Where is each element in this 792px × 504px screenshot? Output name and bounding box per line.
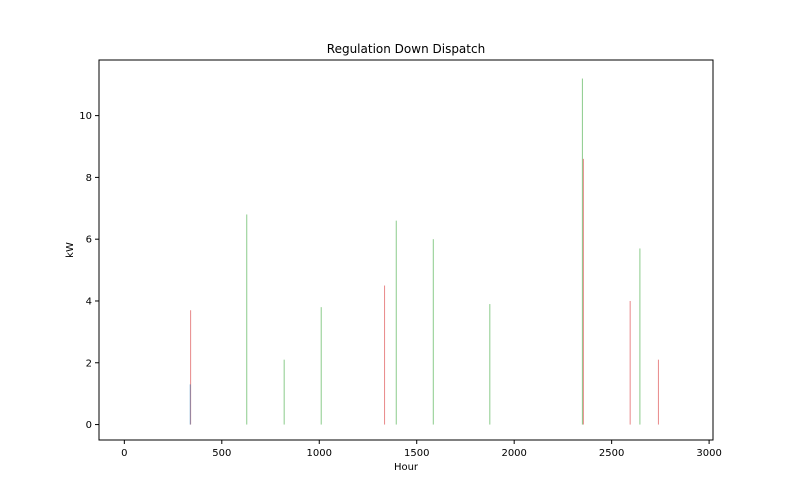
bar-s0-4 xyxy=(432,239,434,425)
chart-title: Regulation Down Dispatch xyxy=(327,42,485,56)
x-tick-label-3: 1500 xyxy=(404,448,429,459)
y-tick-label-4: 8 xyxy=(86,173,92,184)
bar-s1-1 xyxy=(384,285,386,425)
y-tick-label-1: 2 xyxy=(86,358,92,369)
bar-s0-1 xyxy=(283,359,285,425)
x-axis-label: Hour xyxy=(394,462,419,473)
x-tick-label-2: 1000 xyxy=(307,448,332,459)
x-tick-label-4: 2000 xyxy=(501,448,526,459)
y-tick-label-3: 6 xyxy=(86,235,92,246)
bar-s0-2 xyxy=(320,307,322,425)
x-tick-label-0: 0 xyxy=(121,448,127,459)
y-axis-label: kW xyxy=(65,242,76,258)
bar-s1-3 xyxy=(629,300,631,425)
y-tick-label-2: 4 xyxy=(86,296,92,307)
bar-s0-7 xyxy=(639,248,641,425)
x-tick-label-1: 500 xyxy=(212,448,231,459)
y-tick-label-5: 10 xyxy=(79,111,92,122)
y-tick-label-0: 0 xyxy=(86,420,92,431)
x-tick-label-6: 3000 xyxy=(696,448,721,459)
bar-s0-6 xyxy=(581,78,583,425)
bar-s0-0 xyxy=(246,214,248,425)
bars-layer xyxy=(189,78,659,425)
plot-frame xyxy=(98,59,714,441)
bar-s1-2 xyxy=(582,158,584,425)
bar-s1-4 xyxy=(657,359,659,425)
x-axis: 0 500 1000 1500 2000 2500 3000 xyxy=(121,440,722,459)
bar-s0-5 xyxy=(489,304,491,425)
bar-s2-0 xyxy=(189,384,191,425)
bar-s1-0 xyxy=(190,310,192,425)
bar-s0-3 xyxy=(395,220,397,425)
x-tick-label-5: 2500 xyxy=(599,448,624,459)
y-axis: 0 2 4 6 8 10 xyxy=(79,111,99,431)
